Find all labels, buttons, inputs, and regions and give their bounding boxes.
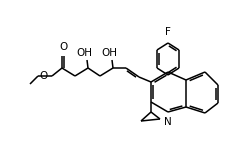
- Text: N: N: [164, 117, 172, 127]
- Text: OH: OH: [101, 48, 117, 58]
- Text: O: O: [60, 42, 68, 52]
- Text: O: O: [40, 71, 48, 81]
- Text: F: F: [165, 27, 171, 37]
- Text: OH: OH: [76, 48, 92, 58]
